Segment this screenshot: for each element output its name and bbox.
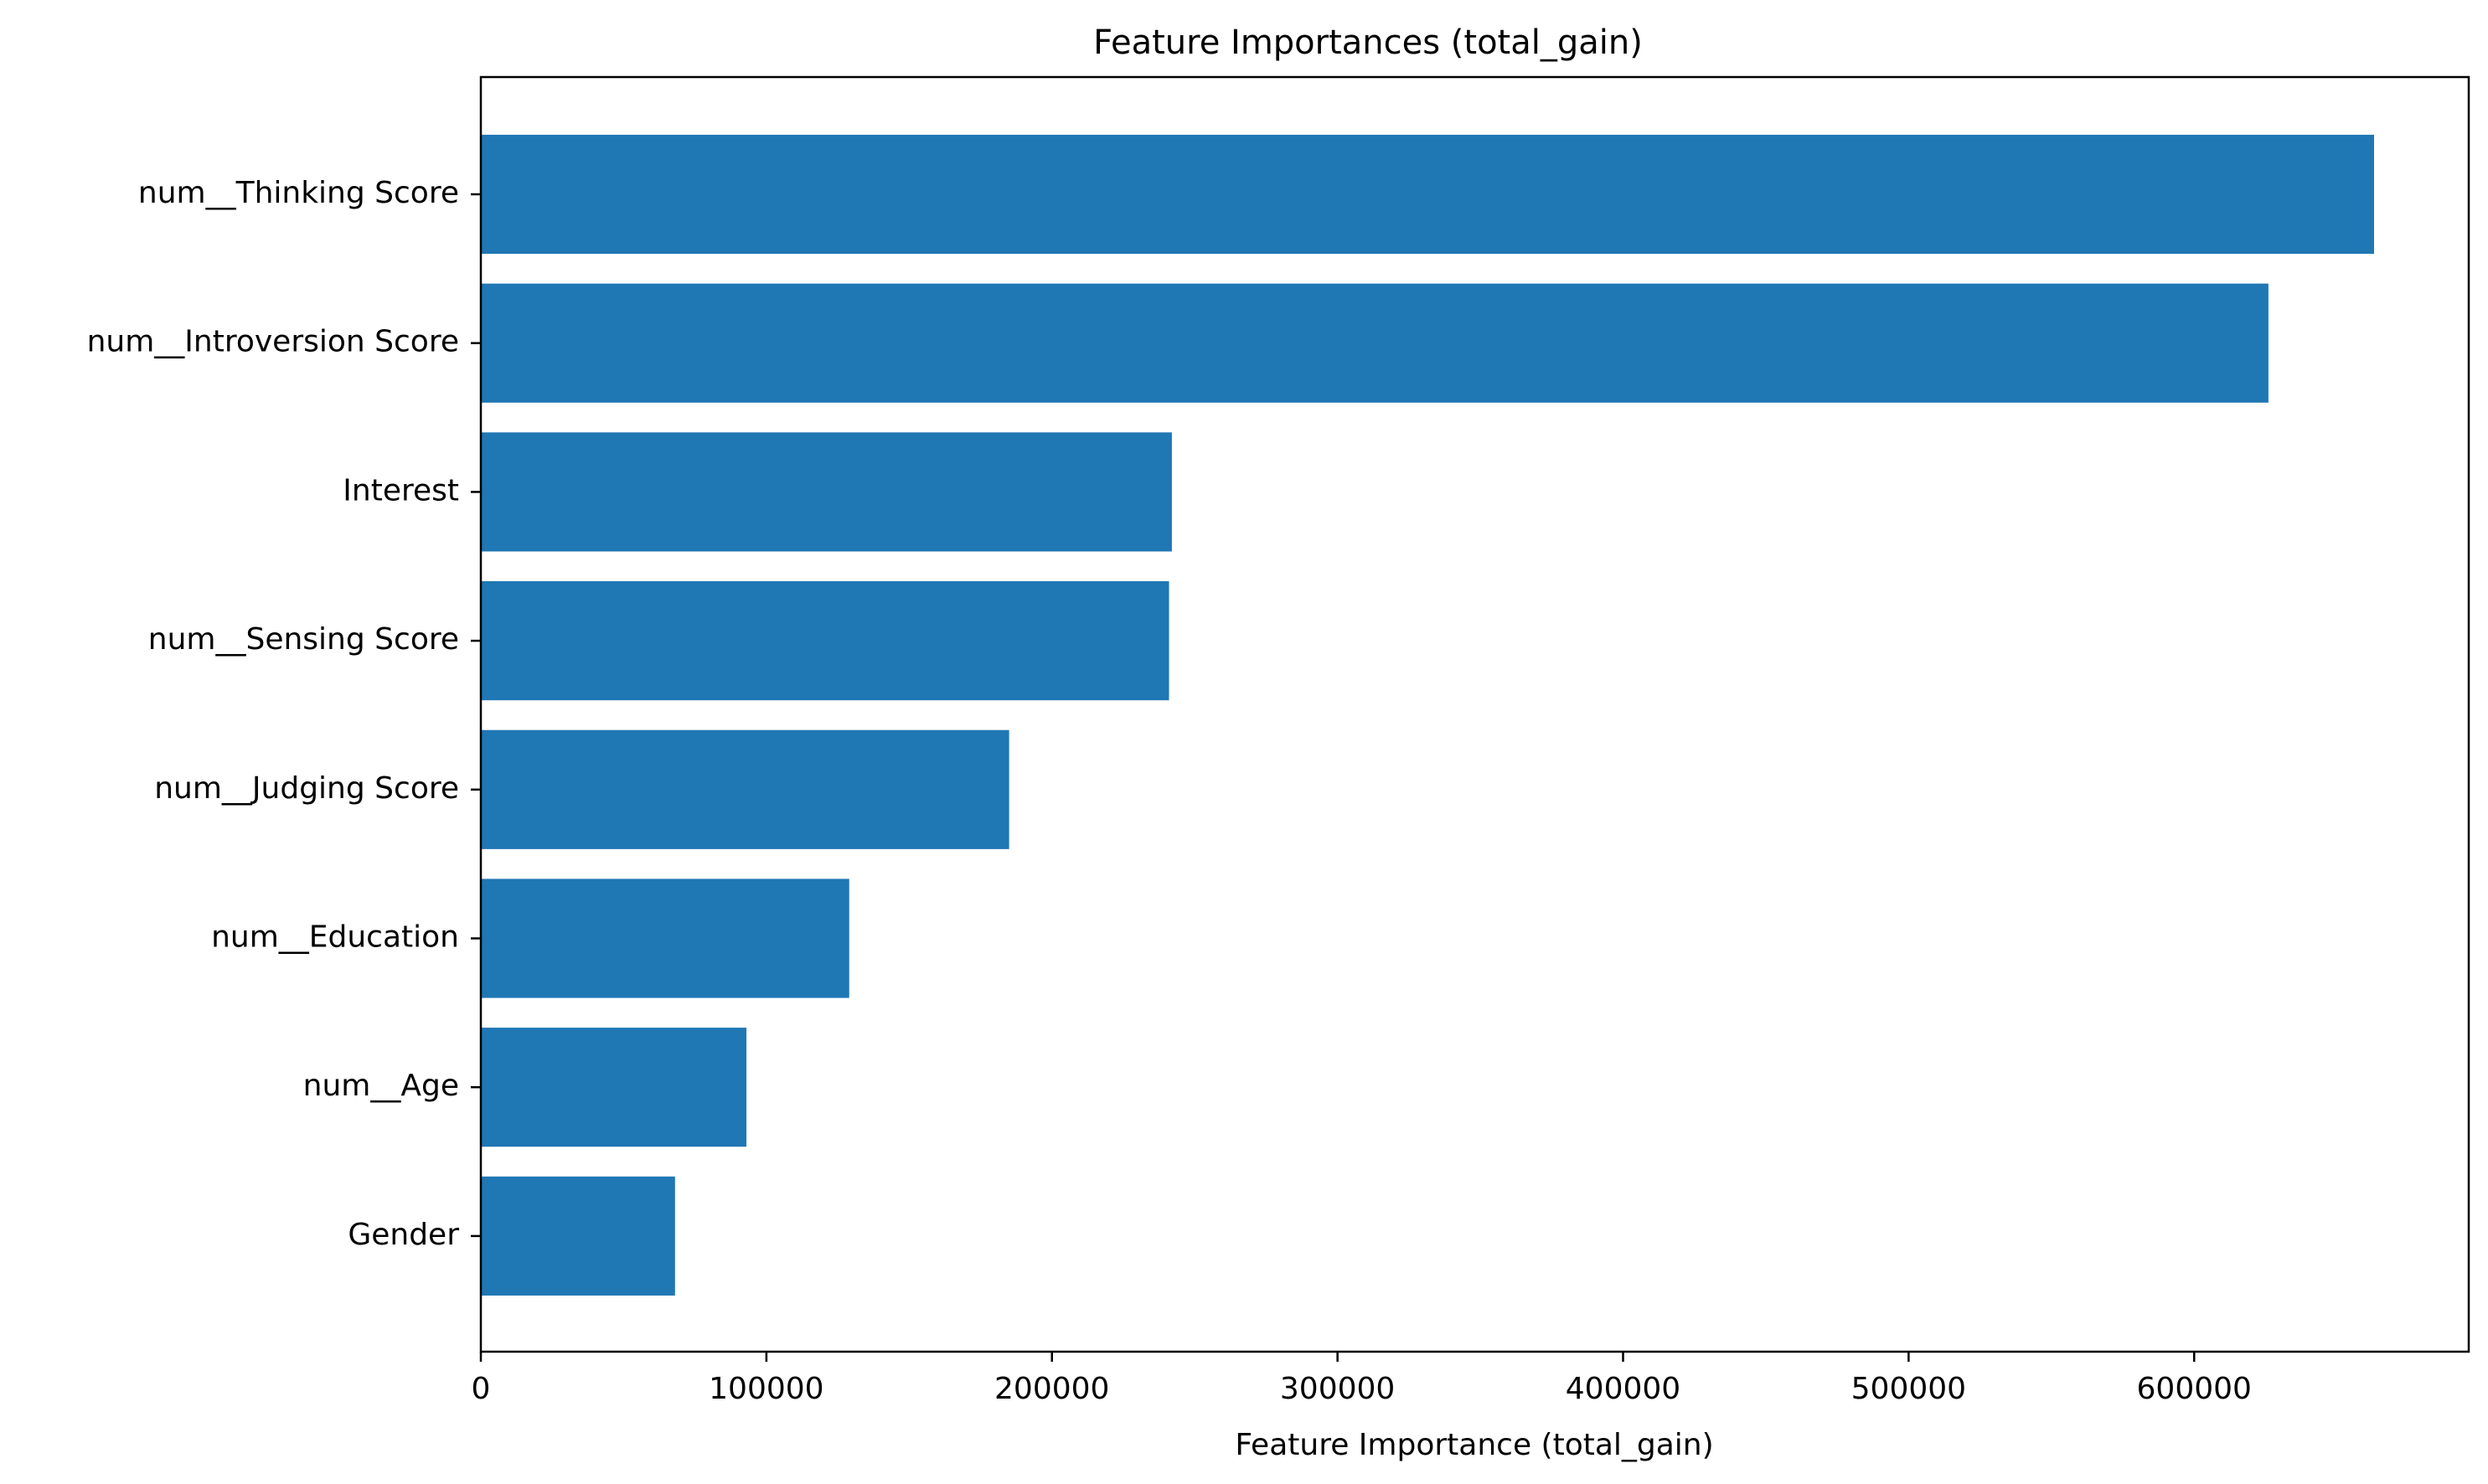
y-tick-label: num__Introversion Score: [87, 325, 459, 359]
bar-num-thinking-score: [481, 134, 2374, 255]
y-tick-label: num__Education: [211, 920, 459, 955]
x-tick-label: 0: [472, 1372, 491, 1406]
x-axis: 0 100000 200000 300000 400000 500000 600000: [472, 1352, 2252, 1406]
bar-num-introversion-score: [481, 283, 2269, 403]
y-tick-label: num__Age: [303, 1069, 459, 1103]
x-tick-label: 400000: [1566, 1372, 1680, 1406]
x-tick-label: 200000: [994, 1372, 1109, 1406]
x-tick-label: 600000: [2137, 1372, 2252, 1406]
x-tick-label: 100000: [709, 1372, 823, 1406]
bar-num-age: [481, 1028, 747, 1147]
y-tick-label: num__Thinking Score: [138, 176, 459, 210]
y-tick-label: Gender: [348, 1218, 459, 1252]
bars-group: [481, 134, 2374, 1296]
bar-interest: [481, 432, 1172, 552]
bar-num-education: [481, 879, 849, 998]
chart-title: Feature Importances (total_gain): [1093, 23, 1643, 62]
y-axis: num__Thinking Score num__Introversion Sco…: [87, 176, 481, 1252]
y-tick-label: Interest: [343, 473, 459, 508]
bar-num-judging-score: [481, 729, 1009, 849]
x-tick-label: 300000: [1280, 1372, 1395, 1406]
plot-frame: [479, 75, 2470, 1353]
x-tick-label: 500000: [1851, 1372, 1966, 1406]
bar-gender: [481, 1176, 675, 1296]
x-axis-label: Feature Importance (total_gain): [1235, 1428, 1713, 1462]
y-tick-label: num__Judging Score: [154, 771, 459, 806]
bar-num-sensing-score: [481, 581, 1169, 701]
y-tick-label: num__Sensing Score: [148, 622, 459, 657]
